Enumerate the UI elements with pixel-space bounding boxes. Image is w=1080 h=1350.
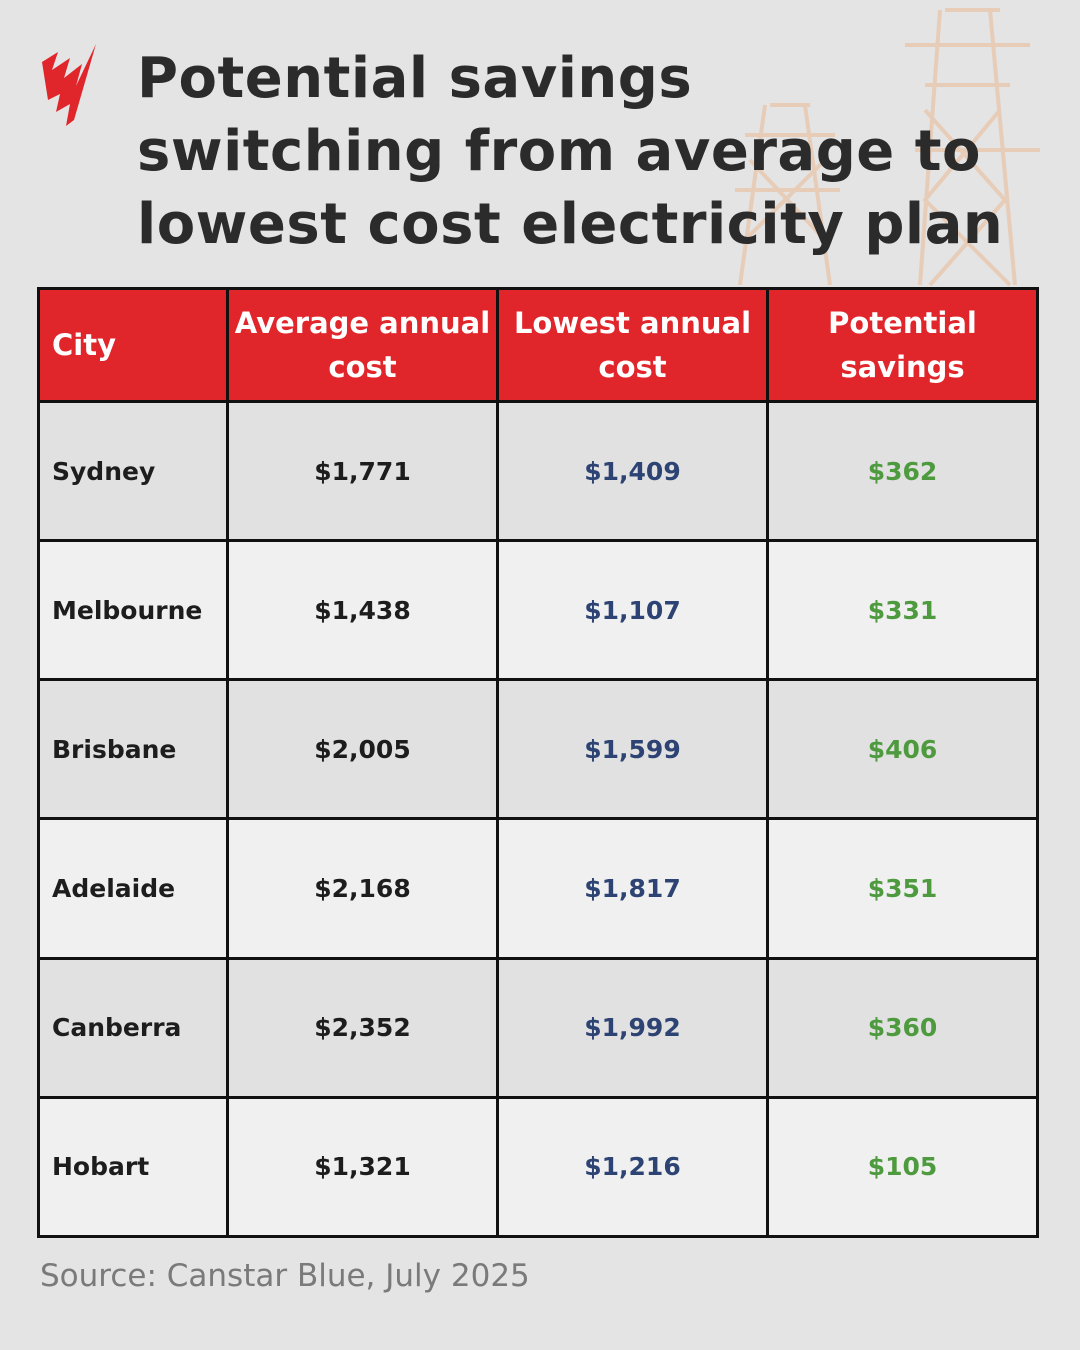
decoration xyxy=(42,8,1040,287)
table-row: Canberra $2,352 $1,992 $360 xyxy=(37,956,1039,1099)
column-header: Average annual cost xyxy=(226,287,499,403)
city-cell: Melbourne xyxy=(37,539,229,682)
cost-cell: $2,168 xyxy=(226,817,499,960)
table-row: Melbourne $1,438 $1,107 $331 xyxy=(37,539,1039,682)
table-row: Hobart $1,321 $1,216 $105 xyxy=(37,1095,1039,1239)
cost-cell: $1,321 xyxy=(226,1095,499,1239)
cost-cell: $2,005 xyxy=(226,678,499,821)
cost-cell: $362 xyxy=(766,399,1039,543)
cost-cell: $1,817 xyxy=(496,817,769,960)
cost-cell: $1,107 xyxy=(496,539,769,682)
city-cell: Canberra xyxy=(37,956,229,1099)
cost-cell: $2,352 xyxy=(226,956,499,1099)
table-row: Brisbane $2,005 $1,599 $406 xyxy=(37,678,1039,821)
city-cell: Sydney xyxy=(37,399,229,543)
cost-cell: $1,409 xyxy=(496,399,769,543)
column-header: Lowest annual cost xyxy=(496,287,769,403)
city-cell: Brisbane xyxy=(37,678,229,821)
cost-cell: $1,599 xyxy=(496,678,769,821)
cost-cell: $360 xyxy=(766,956,1039,1099)
data-table: City Average annual cost Lowest annual cos… xyxy=(37,287,1039,1239)
cost-cell: $1,438 xyxy=(226,539,499,682)
city-cell: Adelaide xyxy=(37,817,229,960)
table-row: Sydney $1,771 $1,409 $362 xyxy=(37,399,1039,543)
city-cell: Hobart xyxy=(37,1095,229,1239)
cost-cell: $1,771 xyxy=(226,399,499,543)
table-body: Sydney $1,771 $1,409 $362 Melbourne $1,438 $1,… xyxy=(37,399,1039,1239)
header-row: City Average annual cost Lowest annual cos… xyxy=(37,287,1039,403)
pylons xyxy=(735,8,1040,287)
cost-cell: $406 xyxy=(766,678,1039,821)
column-header: City xyxy=(37,287,229,403)
source-note: Source: Canstar Blue, July 2025 xyxy=(40,1258,530,1294)
column-header: Potential savings xyxy=(766,287,1039,403)
table-row: Adelaide $2,168 $1,817 $351 xyxy=(37,817,1039,960)
title: Potential savings switching from average… xyxy=(137,46,1004,257)
cost-cell: $331 xyxy=(766,539,1039,682)
cost-cell: $105 xyxy=(766,1095,1039,1239)
cost-cell: $1,216 xyxy=(496,1095,769,1239)
cost-cell: $351 xyxy=(766,817,1039,960)
cost-cell: $1,992 xyxy=(496,956,769,1099)
logo xyxy=(42,44,96,126)
